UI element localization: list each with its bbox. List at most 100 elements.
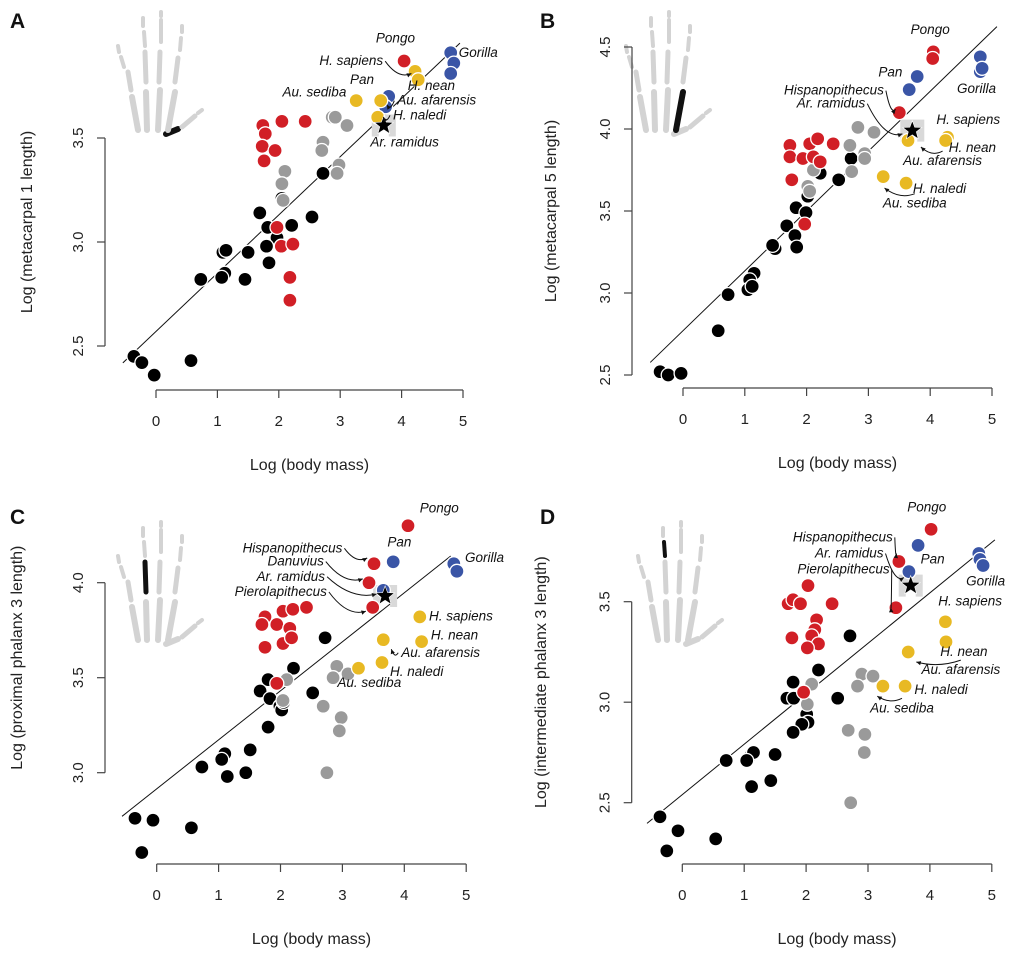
data-point-red bbox=[274, 113, 290, 130]
data-point-gray bbox=[314, 142, 330, 159]
panel-letter: C bbox=[10, 506, 25, 529]
data-point-black bbox=[831, 172, 847, 188]
data-point-red bbox=[282, 269, 298, 286]
data-point-gray bbox=[327, 109, 343, 125]
hand-bone bbox=[116, 554, 121, 564]
star-marker-ar-ramidus bbox=[373, 114, 395, 135]
data-point-red bbox=[298, 599, 315, 616]
data-point-red bbox=[812, 154, 828, 170]
x-tick-label: 1 bbox=[741, 411, 749, 428]
taxon-label: Pongo bbox=[420, 500, 460, 515]
hand-bone bbox=[119, 565, 126, 579]
data-point-red bbox=[925, 50, 941, 67]
data-point-red bbox=[797, 216, 813, 232]
data-point-yellow bbox=[375, 632, 391, 648]
data-point-gray bbox=[857, 150, 873, 167]
taxon-label: Au. sediba bbox=[336, 675, 401, 690]
hand-bone bbox=[143, 599, 150, 643]
hand-bone bbox=[636, 554, 641, 564]
hand-bone bbox=[179, 623, 198, 640]
taxon-label: H. sapiens bbox=[429, 609, 493, 624]
arrowhead-icon bbox=[891, 109, 896, 115]
data-point-blue bbox=[910, 537, 926, 554]
x-tick-label: 2 bbox=[275, 413, 283, 430]
data-point-yellow bbox=[374, 654, 390, 671]
data-point-red bbox=[795, 684, 812, 700]
data-point-red bbox=[285, 601, 301, 617]
y-tick-label: 3.0 bbox=[597, 283, 614, 304]
data-point-black bbox=[779, 218, 795, 234]
arrowhead-icon bbox=[357, 578, 363, 583]
label-arrow bbox=[325, 561, 363, 581]
taxon-label: H. naledi bbox=[393, 107, 447, 122]
data-point-red bbox=[267, 142, 283, 159]
data-point-gray bbox=[866, 124, 882, 140]
y-tick-label: 3.5 bbox=[597, 591, 614, 612]
hand-bone bbox=[699, 623, 718, 640]
hand-bone bbox=[178, 36, 183, 52]
y-tick-label: 3.0 bbox=[70, 232, 87, 253]
highlighted-bone bbox=[163, 126, 181, 137]
arrowhead-icon bbox=[406, 73, 412, 78]
arrowhead-icon bbox=[383, 117, 388, 123]
taxon-label: Pierolapithecus bbox=[797, 562, 890, 577]
data-point-black bbox=[219, 768, 235, 785]
data-point-black bbox=[710, 323, 726, 339]
data-point-red bbox=[365, 599, 381, 616]
hand-bone bbox=[116, 44, 121, 54]
data-point-gray bbox=[802, 183, 818, 199]
hand-bone bbox=[692, 565, 701, 595]
data-point-black bbox=[145, 812, 161, 828]
hand-bone bbox=[196, 108, 204, 115]
data-point-red bbox=[254, 138, 270, 154]
data-point-black bbox=[238, 765, 254, 781]
data-point-black bbox=[183, 352, 199, 369]
taxon-label: Au. afarensis bbox=[902, 153, 982, 168]
data-point-red bbox=[396, 53, 412, 69]
hand-bone bbox=[663, 87, 671, 133]
x-axis-title: Log (body mass) bbox=[778, 455, 897, 472]
hand-bone bbox=[662, 559, 669, 595]
hand-bone bbox=[671, 126, 689, 137]
arrowhead-icon bbox=[920, 147, 926, 152]
data-point-gray bbox=[339, 117, 355, 134]
star-marker-ar-ramidus bbox=[374, 585, 396, 605]
hand-bone bbox=[155, 87, 163, 133]
regression-line bbox=[649, 26, 998, 363]
taxon-label: H. nean bbox=[408, 78, 455, 93]
y-tick-label: 3.5 bbox=[597, 201, 614, 222]
data-point-black bbox=[785, 674, 801, 690]
x-tick-label: 4 bbox=[926, 411, 934, 428]
data-point-gray bbox=[844, 163, 860, 180]
data-point-red bbox=[825, 136, 841, 152]
highlighted-bone bbox=[142, 559, 149, 595]
data-point-gray bbox=[275, 192, 291, 209]
x-tick-label: 4 bbox=[926, 887, 934, 904]
data-point-black bbox=[285, 660, 302, 676]
data-point-red bbox=[784, 630, 800, 646]
hand-bone bbox=[675, 597, 683, 643]
taxon-label: Ar. ramidus bbox=[256, 569, 326, 584]
x-tick-label: 5 bbox=[459, 413, 467, 430]
taxon-label: Pongo bbox=[911, 22, 951, 37]
data-point-black bbox=[193, 271, 209, 288]
hand-bone bbox=[142, 49, 149, 85]
data-point-black bbox=[767, 746, 783, 763]
y-tick-label: 2.5 bbox=[70, 336, 87, 357]
x-tick-label: 3 bbox=[864, 411, 872, 428]
x-axis-title: Log (body mass) bbox=[250, 457, 369, 474]
taxon-label: Au. afarensis bbox=[400, 645, 480, 660]
x-tick-label: 2 bbox=[802, 411, 810, 428]
hand-bone bbox=[637, 94, 649, 133]
data-point-red bbox=[800, 577, 816, 594]
taxon-label: Gorilla bbox=[966, 574, 1006, 589]
hand-bone bbox=[165, 89, 178, 133]
data-point-black bbox=[652, 809, 668, 825]
data-point-yellow bbox=[898, 175, 914, 191]
label-arrow bbox=[343, 548, 368, 561]
taxon-label: H. nean bbox=[949, 140, 996, 155]
data-point-black bbox=[218, 242, 234, 258]
x-tick-label: 2 bbox=[276, 887, 284, 904]
y-tick-label: 2.5 bbox=[597, 792, 614, 813]
data-point-red bbox=[269, 675, 285, 692]
